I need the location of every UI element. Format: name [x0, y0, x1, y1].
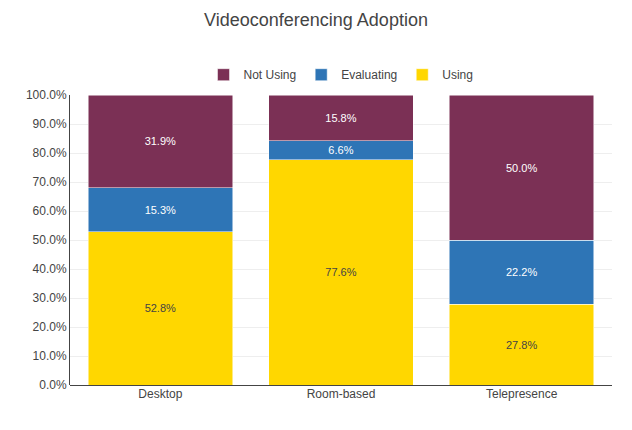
- svg-text:0.0%: 0.0%: [39, 378, 67, 392]
- svg-text:20.0%: 20.0%: [33, 320, 67, 334]
- svg-text:80.0%: 80.0%: [33, 146, 67, 160]
- svg-text:77.6%: 77.6%: [325, 266, 356, 278]
- svg-text:60.0%: 60.0%: [33, 204, 67, 218]
- svg-text:50.0%: 50.0%: [33, 233, 67, 247]
- svg-text:52.8%: 52.8%: [145, 302, 176, 314]
- svg-text:40.0%: 40.0%: [33, 262, 67, 276]
- svg-text:70.0%: 70.0%: [33, 175, 67, 189]
- svg-text:Room-based: Room-based: [307, 387, 376, 401]
- svg-text:22.2%: 22.2%: [506, 266, 537, 278]
- svg-text:50.0%: 50.0%: [506, 162, 537, 174]
- svg-text:Telepresence: Telepresence: [486, 387, 558, 401]
- svg-text:Using: Using: [442, 68, 473, 82]
- svg-text:27.8%: 27.8%: [506, 339, 537, 351]
- svg-text:100.0%: 100.0%: [26, 88, 67, 102]
- svg-text:10.0%: 10.0%: [33, 349, 67, 363]
- svg-text:31.9%: 31.9%: [145, 135, 176, 147]
- svg-text:90.0%: 90.0%: [33, 117, 67, 131]
- svg-text:6.6%: 6.6%: [328, 144, 353, 156]
- svg-text:Desktop: Desktop: [138, 387, 182, 401]
- svg-text:30.0%: 30.0%: [33, 291, 67, 305]
- svg-text:Not Using: Not Using: [244, 68, 297, 82]
- svg-text:Evaluating: Evaluating: [341, 68, 397, 82]
- svg-text:15.3%: 15.3%: [145, 204, 176, 216]
- svg-text:15.8%: 15.8%: [325, 112, 356, 124]
- svg-text:Videoconferencing Adoption: Videoconferencing Adoption: [204, 10, 428, 30]
